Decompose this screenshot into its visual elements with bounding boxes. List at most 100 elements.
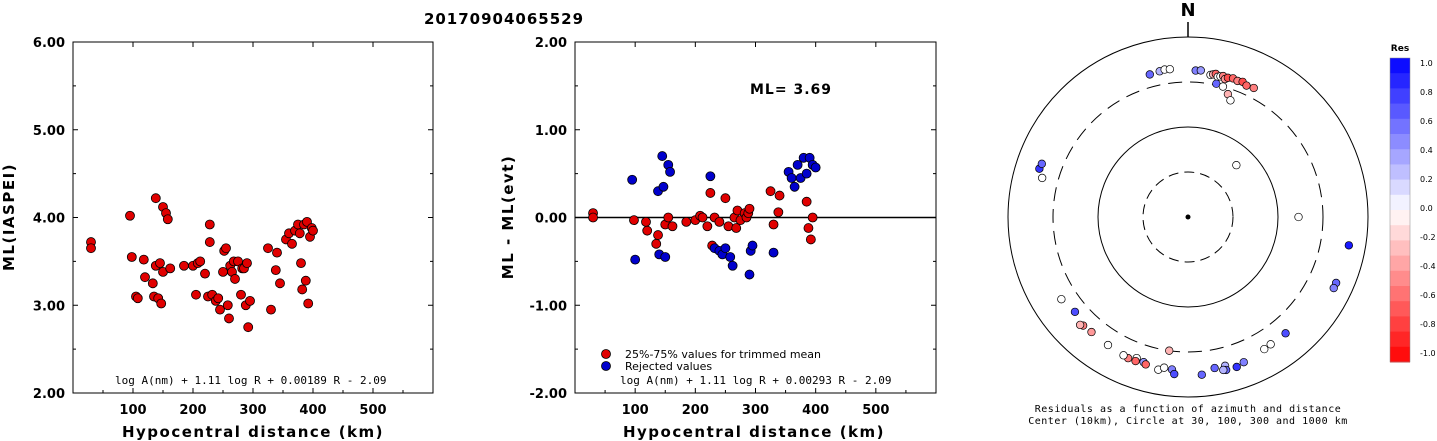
colorbar-frame [1389, 57, 1411, 363]
colorbar-tick-label: -0.4 [1420, 262, 1436, 271]
rejected-point [660, 252, 671, 262]
colorbar-cell [1390, 149, 1410, 165]
x-tick-label: 300 [239, 403, 266, 418]
data-point [224, 313, 234, 324]
colorbar-tick-label: 1.0 [1420, 59, 1433, 68]
caption-line-2: Center (10km), Circle at 30, 100, 300 an… [1028, 416, 1348, 427]
station-residual-point [1249, 83, 1258, 93]
data-point [296, 258, 306, 269]
data-point [294, 228, 305, 239]
ml-annotation: ML= 3.69 [750, 82, 832, 98]
colorbar-tick-label: 0.2 [1420, 175, 1433, 184]
station-residual-point [1038, 173, 1047, 183]
y-tick-label: -2.00 [530, 387, 567, 402]
rejected-point [658, 181, 669, 192]
north-label: N [1180, 0, 1195, 21]
data-point [236, 289, 246, 300]
data-point [162, 214, 173, 225]
colorbar-cell [1390, 118, 1410, 135]
trimmed-point [744, 203, 755, 214]
legend-label-trimmed: 25%-75% values for trimmed mean [625, 348, 821, 361]
rejected-point [665, 166, 675, 177]
station-residual-point [1141, 360, 1150, 369]
data-point [195, 256, 206, 267]
colorbar-tick-label: -0.8 [1420, 320, 1436, 329]
rejected-point [725, 252, 736, 262]
rejected-point [627, 174, 638, 185]
y-tick-label: 6.00 [33, 36, 65, 51]
data-point [200, 268, 210, 279]
trimmed-point [653, 230, 663, 240]
colorbar-tick-label: -0.2 [1420, 233, 1436, 242]
station-residual-point [1103, 340, 1113, 350]
data-point [156, 298, 167, 309]
station-residual-point [1119, 351, 1128, 360]
station-residual-point [1242, 81, 1251, 90]
trimmed-point [663, 212, 674, 223]
ring-30km [1142, 171, 1234, 263]
rejected-point [810, 162, 821, 173]
data-point [213, 293, 224, 304]
station-residual-point [1165, 65, 1175, 74]
colorbar-cell [1390, 286, 1410, 302]
trimmed-point [774, 190, 785, 201]
data-point [191, 289, 201, 300]
data-point [303, 298, 314, 309]
trimmed-point [651, 238, 662, 249]
colorbar-cell [1390, 73, 1410, 89]
data-point [204, 219, 215, 230]
trimmed-point [714, 216, 725, 227]
colorbar-cell [1390, 316, 1410, 333]
data-point [138, 254, 149, 265]
figure-title: 20170904065529 [424, 10, 584, 28]
y-tick-label: 2.00 [535, 36, 567, 51]
colorbar-cell [1390, 346, 1410, 363]
data-point [270, 265, 281, 276]
trimmed-point [588, 212, 598, 223]
station-residual-point [1266, 340, 1275, 349]
trimmed-point [765, 186, 776, 197]
colorbar-cell [1390, 331, 1410, 348]
colorbar-tick-label: 0.8 [1420, 88, 1433, 97]
trimmed-point [702, 221, 713, 232]
station-residual-point [1344, 241, 1353, 250]
data-point [230, 274, 240, 284]
data-point [308, 225, 318, 236]
y-tick-label: 5.00 [33, 124, 65, 139]
y-tick-label: 1.00 [535, 124, 567, 139]
data-point [165, 263, 176, 274]
y-tick-label: 3.00 [33, 299, 65, 314]
colorbar-cell [1390, 103, 1410, 120]
station-residual-point [1170, 369, 1179, 379]
station-residual-point [1070, 307, 1080, 317]
formula-label: log A(nm) + 1.11 log R + 0.00293 R - 2.0… [620, 374, 892, 387]
ml-vs-distance-chart: 100 200 300 400 500 2.00 3.00 4.00 5.00 6.00 ML(I… [0, 36, 434, 441]
trimmed-point [801, 196, 812, 207]
station-residual-point [1218, 82, 1228, 91]
colorbar-cell [1390, 225, 1410, 241]
x-axis-label: Hypocentral distance (km) [122, 423, 384, 441]
station-residual-point [1329, 283, 1338, 293]
colorbar-cell [1390, 210, 1410, 226]
legend-marker-trimmed [601, 349, 611, 359]
data-point [242, 258, 252, 269]
colorbar-tick-label: 0.0 [1420, 204, 1433, 213]
data-point [215, 304, 225, 315]
rejected-point [720, 243, 731, 254]
trimmed-point [681, 216, 692, 227]
station-residual-point [1197, 370, 1206, 379]
data-point [150, 193, 161, 204]
y-tick-label: 4.00 [33, 212, 65, 227]
station-residual-point [1087, 327, 1096, 337]
y-axis-label: ML - ML(evt) [499, 155, 517, 279]
data-point [147, 278, 158, 289]
rejected-point [747, 240, 758, 251]
x-axis-label: Hypocentral distance (km) [623, 423, 885, 441]
trimmed-point [642, 225, 653, 236]
y-axis-label: ML(IASPEI) [0, 163, 18, 271]
x-tick-label: 200 [682, 403, 709, 418]
station-residual-point [1232, 362, 1241, 372]
x-tick-label: 400 [802, 403, 829, 418]
rejected-point [792, 159, 803, 170]
station-residual-point [1165, 346, 1174, 355]
